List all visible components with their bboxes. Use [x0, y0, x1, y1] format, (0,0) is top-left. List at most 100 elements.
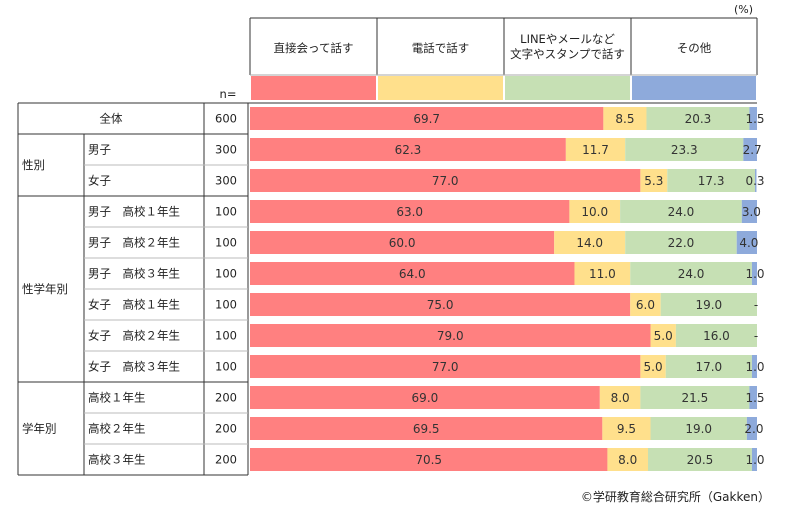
bar-data-label: 24.0 — [668, 205, 695, 219]
bar-segment — [250, 324, 651, 347]
bar-segment — [751, 262, 757, 285]
bar-data-label: 20.3 — [685, 112, 712, 126]
bar-segment — [620, 200, 742, 223]
bar-segment — [646, 107, 750, 130]
bar-segment — [741, 200, 757, 223]
legend-swatch — [632, 76, 756, 100]
bar-segment — [749, 386, 757, 409]
row-label: 男子 高校１年生 — [88, 205, 180, 219]
legend-label: 電話で話す — [412, 41, 470, 55]
row-n-value: 100 — [215, 360, 237, 374]
row-label: 男子 — [88, 143, 111, 157]
bar-data-label: 0.3 — [745, 174, 764, 188]
row-label: 高校１年生 — [88, 391, 146, 405]
bar-segment — [250, 386, 600, 409]
row-n-value: 100 — [215, 298, 237, 312]
bar-data-label: 79.0 — [437, 329, 464, 343]
bar-data-label: 9.5 — [617, 422, 636, 436]
bar-segment — [574, 262, 631, 285]
bar-data-label: 17.0 — [695, 360, 722, 374]
bar-segment — [599, 386, 641, 409]
bar-data-label: 1.0 — [745, 453, 764, 467]
bar-data-label: 5.0 — [654, 329, 673, 343]
legend-label: 直接会って話す — [274, 41, 354, 55]
row-label: 女子 高校２年生 — [88, 329, 180, 343]
bar-data-label: 77.0 — [432, 360, 459, 374]
row-label: 高校２年生 — [88, 422, 146, 436]
row-n-value: 600 — [215, 112, 237, 126]
bar-segment — [630, 262, 752, 285]
legend-label: 文字やスタンプで話す — [510, 47, 625, 61]
row-n-value: 100 — [215, 236, 237, 250]
bar-data-label: 6.0 — [636, 298, 655, 312]
bar-segment — [675, 324, 757, 347]
group-label: 学年別 — [22, 422, 57, 436]
bar-data-label: 62.3 — [395, 143, 422, 157]
bar-data-label: 1.0 — [745, 360, 764, 374]
bar-data-label: 22.0 — [668, 236, 695, 250]
bar-segment — [665, 355, 752, 378]
row-n-value: 200 — [215, 422, 237, 436]
bar-segment — [569, 200, 621, 223]
bar-segment — [250, 107, 604, 130]
row-label: 女子 高校１年生 — [88, 298, 180, 312]
bar-data-label: 1.0 — [745, 267, 764, 281]
bar-segment — [603, 107, 647, 130]
bar-segment — [650, 417, 747, 440]
bar-segment — [754, 169, 757, 192]
row-label: 全体 — [100, 112, 123, 126]
bar-data-label: - — [754, 298, 758, 312]
row-label: 男子 高校３年生 — [88, 267, 180, 281]
row-n-value: 300 — [215, 143, 237, 157]
row-n-value: 100 — [215, 329, 237, 343]
row-label: 高校３年生 — [88, 453, 146, 467]
row-label: 男子 高校２年生 — [88, 236, 180, 250]
row-n-value: 100 — [215, 205, 237, 219]
bar-segment — [667, 169, 755, 192]
row-label: 女子 高校３年生 — [88, 360, 180, 374]
copyright-footer: ©学研教育総合研究所（Gakken） — [580, 490, 770, 504]
n-header-label: n= — [220, 87, 237, 101]
row-n-value: 200 — [215, 391, 237, 405]
bar-data-label: 16.0 — [703, 329, 730, 343]
bar-data-label: 4.0 — [739, 236, 758, 250]
bar-segment — [625, 138, 744, 161]
group-label: 性別 — [22, 158, 45, 172]
row-n-value: 200 — [215, 453, 237, 467]
bar-data-label: 64.0 — [399, 267, 426, 281]
bar-data-label: 14.0 — [576, 236, 603, 250]
row-n-value: 300 — [215, 174, 237, 188]
bar-data-label: - — [754, 329, 758, 343]
unit-label: (%) — [734, 3, 754, 16]
bar-segment — [250, 262, 575, 285]
bar-segment — [554, 231, 626, 254]
bar-segment — [250, 355, 641, 378]
bar-segment — [602, 417, 651, 440]
legend-swatch — [378, 76, 503, 100]
bar-data-label: 2.0 — [744, 422, 763, 436]
bar-segment — [751, 448, 757, 471]
bar-segment — [607, 448, 648, 471]
bar-segment — [736, 231, 757, 254]
bar-data-label: 69.7 — [413, 112, 440, 126]
bar-data-label: 8.0 — [611, 391, 630, 405]
bar-segment — [751, 355, 757, 378]
bar-segment — [650, 324, 676, 347]
bar-data-label: 69.0 — [412, 391, 439, 405]
bar-segment — [250, 231, 555, 254]
bar-segment — [250, 417, 603, 440]
bar-segment — [625, 231, 737, 254]
bar-segment — [640, 386, 750, 409]
bar-data-label: 24.0 — [678, 267, 705, 281]
bar-data-label: 21.5 — [682, 391, 709, 405]
bar-segment — [640, 355, 666, 378]
bar-data-label: 5.0 — [644, 360, 663, 374]
bar-data-label: 69.5 — [413, 422, 440, 436]
legend-label: LINEやメールなど — [520, 32, 615, 46]
bar-data-label: 10.0 — [581, 205, 608, 219]
bar-segment — [250, 293, 631, 316]
bar-data-label: 11.7 — [582, 143, 609, 157]
row-n-value: 100 — [215, 267, 237, 281]
bar-data-label: 60.0 — [389, 236, 416, 250]
